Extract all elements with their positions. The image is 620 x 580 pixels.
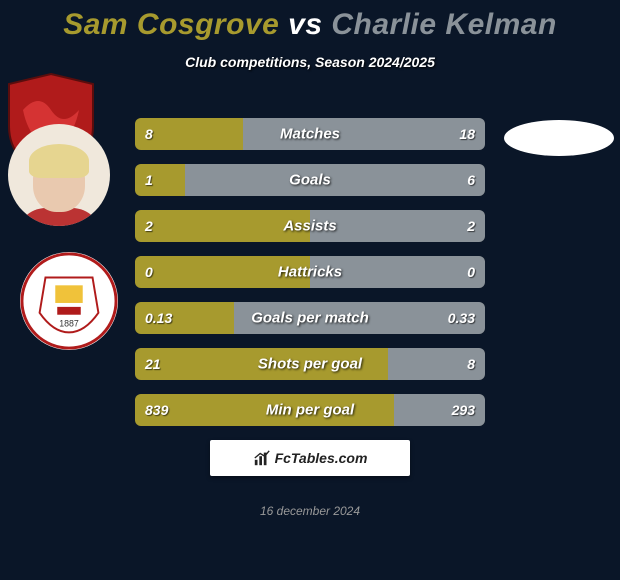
stat-value-right: 6 xyxy=(467,172,475,188)
stat-value-right: 0.33 xyxy=(448,310,475,326)
chart-icon xyxy=(253,449,271,467)
player1-avatar xyxy=(8,124,110,226)
vs-separator: vs xyxy=(288,8,322,41)
svg-text:1887: 1887 xyxy=(59,318,79,328)
bar-left xyxy=(135,164,185,196)
bar-left xyxy=(135,394,394,426)
stat-row: 0.13 0.33 Goals per match xyxy=(135,302,485,334)
stat-row: 2 2 Assists xyxy=(135,210,485,242)
stat-value-right: 293 xyxy=(452,402,475,418)
stat-label: Goals per match xyxy=(251,310,369,327)
comparison-title: Sam Cosgrove vs Charlie Kelman xyxy=(0,0,620,42)
stats-container: 8 18 Matches 1 6 Goals 2 2 Assists 0 0 Hattricks 0.1… xyxy=(135,118,485,440)
bar-right xyxy=(185,164,485,196)
stat-row: 0 0 Hattricks xyxy=(135,256,485,288)
stat-value-right: 2 xyxy=(467,218,475,234)
stat-label: Shots per goal xyxy=(258,356,362,373)
stat-label: Matches xyxy=(280,126,340,143)
player1-club-crest: 1887 xyxy=(20,252,118,350)
stat-value-right: 8 xyxy=(467,356,475,372)
player2-name: Charlie Kelman xyxy=(331,8,556,41)
brand-text: FcTables.com xyxy=(275,450,368,466)
stat-row: 839 293 Min per goal xyxy=(135,394,485,426)
stat-value-left: 1 xyxy=(145,172,153,188)
stat-value-left: 839 xyxy=(145,402,168,418)
stat-row: 21 8 Shots per goal xyxy=(135,348,485,380)
stat-value-right: 0 xyxy=(467,264,475,280)
stat-value-left: 0.13 xyxy=(145,310,172,326)
player1-name: Sam Cosgrove xyxy=(63,8,279,41)
stat-label: Min per goal xyxy=(266,402,354,419)
brand-badge[interactable]: FcTables.com xyxy=(210,440,410,476)
subtitle: Club competitions, Season 2024/2025 xyxy=(0,54,620,70)
face-graphic xyxy=(8,124,110,226)
stat-value-left: 2 xyxy=(145,218,153,234)
stat-value-left: 21 xyxy=(145,356,161,372)
stat-value-left: 0 xyxy=(145,264,153,280)
stat-label: Goals xyxy=(289,172,331,189)
player2-ball-graphic xyxy=(504,120,614,156)
date-label: 16 december 2024 xyxy=(260,504,360,518)
stat-row: 8 18 Matches xyxy=(135,118,485,150)
stat-label: Assists xyxy=(283,218,336,235)
crest-icon: 1887 xyxy=(20,252,118,350)
stat-row: 1 6 Goals xyxy=(135,164,485,196)
stat-value-left: 8 xyxy=(145,126,153,142)
stat-value-right: 18 xyxy=(459,126,475,142)
stat-label: Hattricks xyxy=(278,264,342,281)
